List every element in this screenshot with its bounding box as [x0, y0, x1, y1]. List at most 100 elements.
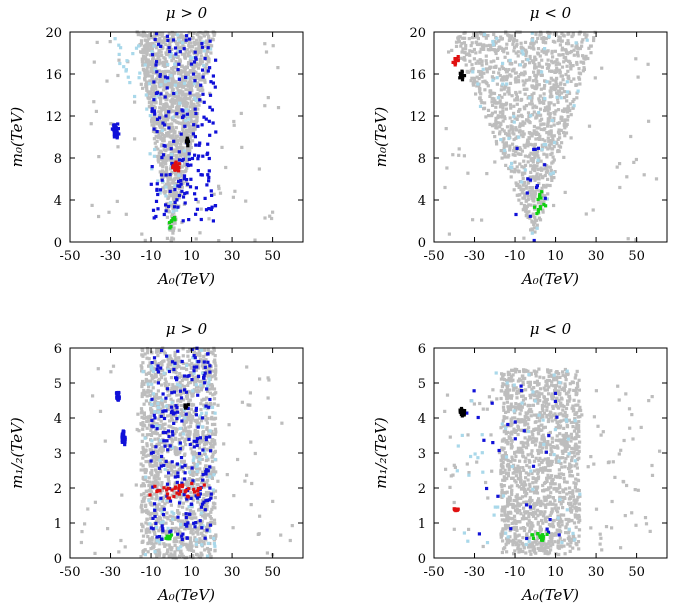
data-point-green: [168, 226, 172, 230]
data-point-gray: [146, 72, 150, 76]
data-point-gray: [168, 413, 172, 417]
data-point-gray: [545, 62, 549, 66]
data-point-gray: [451, 153, 455, 157]
data-point-gray: [153, 380, 157, 384]
data-point-gray: [580, 44, 584, 48]
data-point-gray: [150, 77, 154, 82]
data-point-gray: [549, 129, 553, 133]
data-point-gray: [154, 80, 158, 84]
data-point-gray: [563, 134, 567, 138]
data-point-gray: [485, 172, 489, 176]
data-point-green: [539, 196, 543, 200]
data-point-lightblue: [166, 526, 170, 530]
data-point-gray: [547, 130, 551, 134]
data-point-blue: [178, 50, 182, 54]
data-point-gray: [171, 97, 175, 101]
data-point-lightblue: [170, 445, 174, 450]
data-point-gray: [161, 63, 165, 67]
data-point-gray: [168, 41, 172, 45]
data-point-gray: [205, 421, 209, 425]
data-point-gray: [170, 59, 174, 63]
data-point-blue: [176, 532, 180, 536]
data-point-gray: [478, 58, 482, 62]
data-point-blue: [187, 152, 191, 156]
data-point-gray: [135, 427, 139, 432]
data-point-gray: [161, 106, 165, 111]
data-point-gray: [524, 50, 529, 54]
data-point-gray: [543, 173, 547, 178]
data-point-blue: [158, 188, 163, 192]
data-point-lightblue: [491, 43, 496, 47]
data-point-lightblue: [549, 172, 553, 176]
data-point-gray: [510, 62, 514, 66]
data-point-lightblue: [565, 90, 570, 94]
data-point-blue: [182, 492, 186, 497]
data-point-gray: [521, 176, 525, 181]
data-point-gray: [200, 539, 204, 543]
data-point-blue: [149, 182, 153, 186]
data-point-gray: [200, 474, 204, 478]
data-point-gray: [189, 44, 193, 49]
data-point-blue: [164, 409, 168, 413]
data-point-blue: [209, 189, 213, 193]
data-point-gray: [482, 71, 486, 75]
data-point-gray: [172, 195, 176, 199]
data-point-blue: [172, 91, 176, 96]
data-point-blue: [532, 238, 536, 243]
data-point-gray: [518, 123, 522, 127]
data-point-gray: [565, 41, 569, 46]
data-point-blue: [201, 478, 205, 482]
data-point-gray: [443, 185, 447, 190]
data-point-gray: [503, 155, 507, 159]
panel-title: μ < 0: [530, 4, 572, 22]
data-point-gray: [139, 555, 143, 559]
data-point-gray: [164, 182, 168, 186]
data-point-gray: [523, 163, 528, 167]
data-point-gray: [205, 401, 209, 406]
data-point-gray: [111, 364, 116, 368]
data-point-gray: [518, 146, 522, 150]
data-point-gray: [182, 482, 186, 486]
data-point-gray: [192, 410, 196, 414]
y-tick-label: 8: [418, 152, 426, 167]
data-point-lightblue: [523, 168, 527, 172]
data-point-gray: [521, 208, 525, 212]
data-point-blue: [152, 80, 156, 84]
data-point-gray: [548, 114, 552, 118]
data-point-gray: [150, 468, 154, 473]
data-point-gray: [474, 61, 478, 65]
data-point-gray: [141, 391, 145, 395]
data-point-gray: [555, 67, 559, 71]
data-point-blue: [194, 186, 198, 190]
data-point-gray: [556, 130, 561, 134]
data-point-gray: [523, 145, 527, 149]
data-point-gray: [543, 84, 547, 88]
data-point-lightblue: [144, 475, 148, 479]
data-point-gray: [271, 210, 275, 214]
data-point-gray: [200, 60, 205, 64]
data-point-gray: [173, 32, 177, 36]
data-point-gray: [502, 115, 507, 119]
data-point-gray: [545, 131, 549, 135]
data-point-gray: [141, 67, 145, 71]
data-point-gray: [140, 57, 144, 61]
data-point-lightblue: [170, 153, 174, 157]
data-point-gray: [571, 32, 575, 36]
data-point-gray: [152, 90, 156, 94]
data-point-lightblue: [576, 89, 580, 93]
data-point-gray: [513, 77, 517, 81]
data-point-gray: [181, 542, 186, 546]
data-point-gray: [556, 89, 561, 93]
data-point-gray: [150, 448, 154, 452]
data-point-gray: [498, 94, 502, 98]
data-point-red: [173, 161, 177, 166]
data-point-gray: [140, 451, 144, 455]
data-point-blue: [183, 463, 187, 467]
data-point-gray: [494, 105, 498, 109]
data-point-gray: [533, 55, 537, 59]
data-point-gray: [169, 367, 173, 371]
y-tick-label: 20: [409, 26, 426, 41]
data-point-gray: [492, 48, 496, 52]
data-point-lightblue: [471, 70, 475, 74]
data-point-blue: [209, 207, 213, 211]
